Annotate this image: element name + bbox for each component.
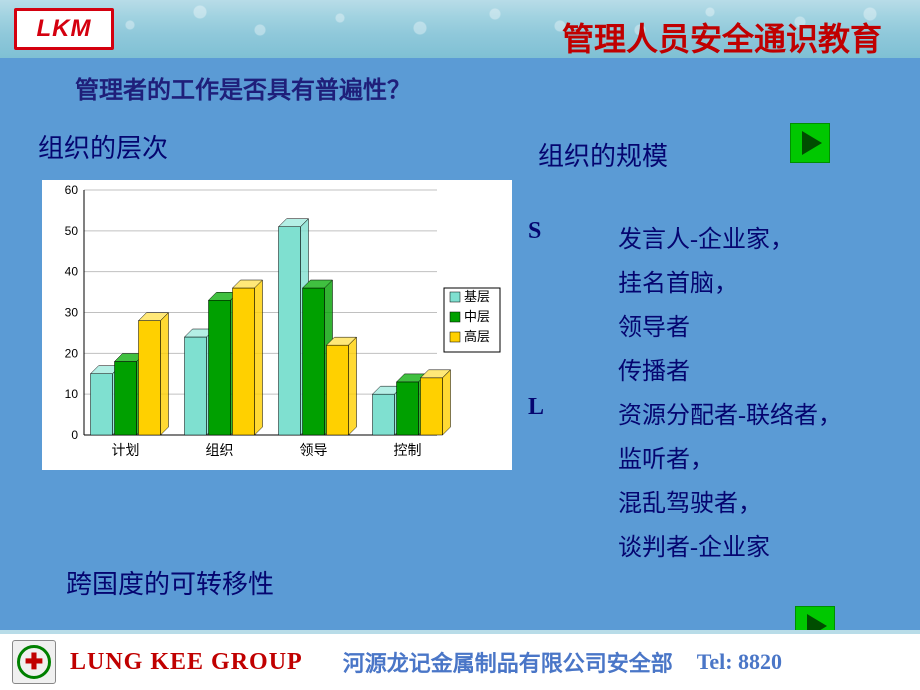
svg-text:控制: 控制: [394, 443, 422, 459]
role-lines-small: 发言人-企业家，挂名首脑，领导者传播者: [618, 218, 794, 394]
svg-text:0: 0: [71, 428, 78, 442]
slide-body: 管理者的工作是否具有普遍性？ 组织的层次 组织的规模 跨国度的可转移性 0 10 2…: [0, 58, 920, 630]
role-line: 挂名首脑，: [618, 262, 794, 306]
footer-tel: Tel: 8820: [697, 649, 782, 675]
role-line: 监听者，: [618, 438, 842, 482]
svg-text:组织: 组织: [206, 443, 234, 459]
svg-text:10: 10: [65, 387, 79, 401]
role-line: 发言人-企业家，: [618, 218, 794, 262]
slide-question: 管理者的工作是否具有普遍性？: [75, 70, 411, 105]
page-title: 管理人员安全通识教育: [562, 14, 882, 60]
role-line: 混乱驾驶者，: [618, 482, 842, 526]
section-transfer-title: 跨国度的可转移性: [66, 564, 274, 601]
logo-text: LKM: [37, 15, 92, 43]
svg-text:20: 20: [65, 346, 79, 360]
svg-text:60: 60: [65, 183, 79, 197]
group-name: LUNG KEE GROUP: [70, 649, 303, 676]
svg-text:领导: 领导: [300, 443, 328, 459]
section-scale-title: 组织的规模: [538, 136, 668, 173]
logo: LKM: [14, 8, 114, 50]
play-button-scale[interactable]: [790, 123, 830, 163]
play-icon: [802, 131, 822, 155]
role-tag-large: L: [528, 394, 618, 570]
footer: ✚ LUNG KEE GROUP 河源龙记金属制品有限公司安全部 Tel: 88…: [0, 630, 920, 690]
svg-text:高层: 高层: [464, 329, 490, 344]
role-lines-large: 资源分配者-联络者，监听者，混乱驾驶者，谈判者-企业家: [618, 394, 842, 570]
safety-cross-icon: ✚: [12, 640, 56, 684]
svg-text:中层: 中层: [464, 309, 490, 324]
role-tag-small: S: [528, 218, 618, 394]
svg-text:50: 50: [65, 224, 79, 238]
section-level-title: 组织的层次: [38, 128, 168, 165]
svg-text:40: 40: [65, 265, 79, 279]
svg-text:基层: 基层: [464, 289, 490, 304]
role-line: 谈判者-企业家: [618, 526, 842, 570]
svg-text:30: 30: [65, 306, 79, 320]
roles-block: S 发言人-企业家，挂名首脑，领导者传播者 L 资源分配者-联络者，监听者，混乱…: [528, 218, 842, 570]
role-line: 传播者: [618, 350, 794, 394]
level-chart: 0 10 20 30 40 50 60 计划 组织 领导 控制 基层中层高层: [42, 180, 512, 470]
svg-text:计划: 计划: [112, 443, 140, 459]
role-line: 领导者: [618, 306, 794, 350]
role-line: 资源分配者-联络者，: [618, 394, 842, 438]
footer-company: 河源龙记金属制品有限公司安全部: [343, 646, 673, 678]
